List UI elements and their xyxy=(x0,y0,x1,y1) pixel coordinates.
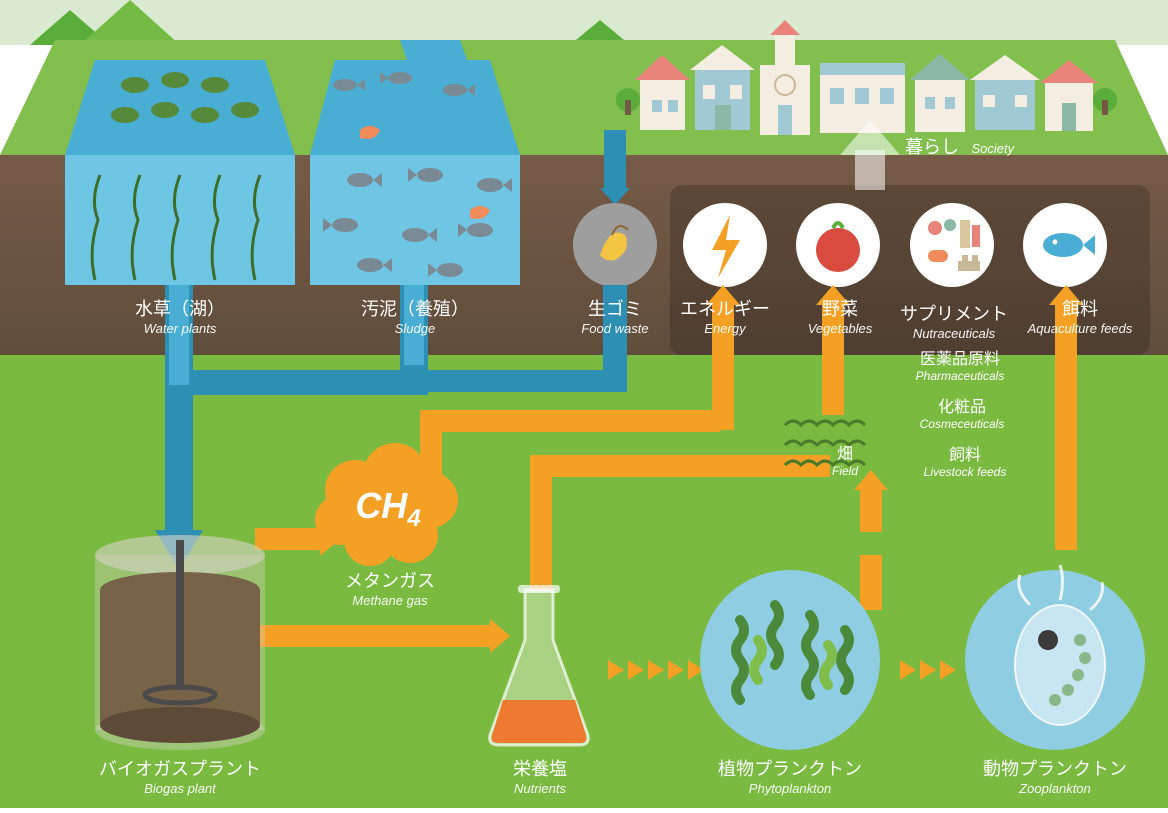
label-society: 暮らし Society xyxy=(905,133,1045,159)
label-vegetables: 野菜Vegetables xyxy=(800,295,880,336)
label-pharma: 医薬品原料Pharmaceuticals xyxy=(895,345,1025,383)
label-nutrients: 栄養塩Nutrients xyxy=(490,755,590,796)
label-sludge: 汚泥（養殖）Sludge xyxy=(320,295,510,336)
label-zoo: 動物プランクトンZooplankton xyxy=(965,755,1145,796)
label-phyto: 植物プランクトンPhytoplankton xyxy=(700,755,880,796)
label-nutraceuticals: サプリメントNutraceuticals xyxy=(894,300,1014,341)
label-feeds: 餌料Aquaculture feeds xyxy=(1015,295,1145,336)
label-water-plants: 水草（湖）Water plants xyxy=(75,295,285,336)
label-livestock: 飼料Livestock feeds xyxy=(910,441,1020,479)
label-cosme: 化粧品Cosmeceuticals xyxy=(907,393,1017,431)
phytoplankton-circle xyxy=(700,570,880,750)
water-plants-panel xyxy=(65,60,295,285)
biogas-tank xyxy=(95,535,265,750)
label-food-waste: 生ゴミFood waste xyxy=(570,295,660,336)
label-methane: メタンガスMethane gas xyxy=(325,567,455,608)
label-energy: エネルギーEnergy xyxy=(675,295,775,336)
sludge-panel xyxy=(310,60,520,285)
label-field: 畑Field xyxy=(815,440,875,478)
label-biogas: バイオガスプラントBiogas plant xyxy=(75,755,285,796)
